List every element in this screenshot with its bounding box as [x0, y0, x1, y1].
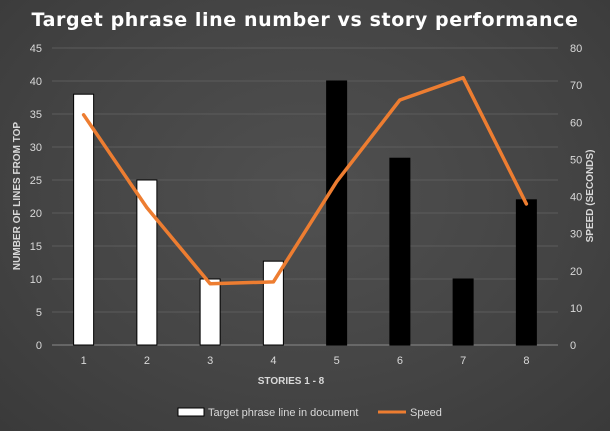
left-axis-ticks: 0 5 10 15 20 25 30 35 40 45: [30, 43, 42, 352]
right-axis-ticks: 0 10 20 30 40 50 60 70 80: [570, 43, 582, 352]
y-tick-label: 45: [30, 43, 42, 55]
x-tick-label: 3: [207, 355, 213, 367]
speed-point: [335, 180, 339, 184]
bar-story-1: [73, 93, 95, 346]
y2-tick-label: 60: [570, 117, 582, 129]
legend-swatch-bars: [177, 407, 205, 417]
y2-tick-label: 10: [570, 303, 582, 315]
bar-story-2: [136, 179, 158, 346]
y2-tick-label: 70: [570, 80, 582, 92]
y-tick-label: 30: [30, 142, 42, 154]
legend-label-line: Speed: [410, 407, 442, 419]
x-tick-label: 2: [144, 355, 150, 367]
y-tick-label: 20: [30, 208, 42, 220]
speed-line: [81, 75, 529, 286]
y-tick-label: 0: [36, 340, 42, 352]
bar-story-8: [515, 199, 537, 346]
bar-story-6: [389, 157, 411, 346]
y-tick-label: 35: [30, 109, 42, 121]
legend-label-bars: Target phrase line in document: [208, 407, 358, 419]
bar-story-5: [326, 80, 348, 346]
speed-point: [398, 98, 402, 102]
line-series: [81, 75, 529, 286]
x-axis-ticks: 1 2 3 4 5 6 7 8: [81, 355, 530, 367]
y-tick-label: 15: [30, 241, 42, 253]
x-tick-label: 7: [460, 355, 466, 367]
x-tick-label: 8: [523, 355, 529, 367]
y-tick-label: 10: [30, 274, 42, 286]
y-tick-label: 40: [30, 76, 42, 88]
legend: Target phrase line in document Speed: [177, 407, 442, 419]
bar-story-3: [199, 278, 221, 346]
x-tick-label: 1: [81, 355, 87, 367]
speed-point: [145, 206, 149, 210]
x-tick-label: 6: [397, 355, 403, 367]
speed-point: [271, 280, 275, 284]
left-axis-title: NUMBER OF LINES FROM TOP: [12, 122, 23, 270]
gridlines: [52, 47, 558, 346]
x-axis-title: STORIES 1 - 8: [258, 376, 325, 387]
bar-series: [73, 80, 537, 346]
y2-tick-label: 20: [570, 266, 582, 278]
speed-point: [208, 282, 212, 286]
x-tick-label: 5: [334, 355, 340, 367]
speed-point: [461, 76, 465, 80]
speed-point: [524, 202, 528, 206]
y-tick-label: 5: [36, 307, 42, 319]
speed-point: [82, 113, 86, 117]
y2-tick-label: 40: [570, 192, 582, 204]
chart-title: Target phrase line number vs story perfo…: [32, 9, 579, 31]
y2-tick-label: 0: [570, 340, 576, 352]
bar-story-7: [452, 278, 474, 346]
y2-tick-label: 30: [570, 229, 582, 241]
right-axis-title: SPEED (SECONDS): [585, 150, 596, 243]
y2-tick-label: 80: [570, 43, 582, 55]
y-tick-label: 25: [30, 175, 42, 187]
x-tick-label: 4: [270, 355, 276, 367]
y2-tick-label: 50: [570, 154, 582, 166]
